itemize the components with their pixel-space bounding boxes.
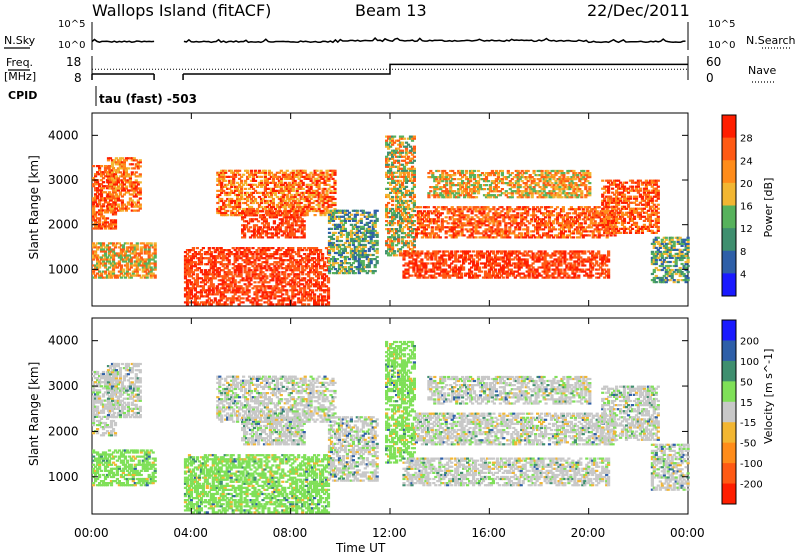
colorbar-tick: 28 xyxy=(740,134,753,145)
power-colorbar: 28 24 20 16 12 8 4 xyxy=(722,115,753,297)
colorbar-swatch xyxy=(722,443,736,464)
x-tick-label: 08:00 xyxy=(273,526,308,540)
y-tick-label: 1000 xyxy=(48,470,79,484)
nsearch-label: N.Search xyxy=(746,34,796,47)
noise-panel: 10^5 10^0 10^5 10^0 N.Sky N.Search xyxy=(4,19,796,51)
colorbar-tick: 200 xyxy=(740,336,759,347)
colorbar-swatch xyxy=(722,273,736,296)
freq-tick-top: 18 xyxy=(66,55,81,69)
y-axis-label: Slant Range [km] xyxy=(27,155,41,259)
colorbar-tick: -15 xyxy=(740,418,756,429)
x-tick-label: 00:00 xyxy=(74,526,109,540)
colorbar-tick: 100 xyxy=(740,357,759,368)
colorbar-label: Velocity [m s^-1] xyxy=(762,349,775,444)
x-tick-label: 00:00 xyxy=(670,526,705,540)
nsearch-tick-top: 10^5 xyxy=(708,19,735,30)
nsky-label: N.Sky xyxy=(4,34,36,47)
cpid-value: tau (fast) -503 xyxy=(99,92,197,106)
colorbar-swatch xyxy=(722,320,736,341)
x-tick-label: 04:00 xyxy=(173,526,208,540)
x-tick-label: 12:00 xyxy=(372,526,407,540)
colorbar-tick: 12 xyxy=(740,224,753,235)
power-panel: 4000 3000 2000 1000 Slant Range [km] 28 24 20 16… xyxy=(27,113,775,306)
nsky-tick-top: 10^5 xyxy=(58,19,85,30)
y-tick-label: 4000 xyxy=(48,128,79,142)
x-tick-label: 20:00 xyxy=(571,526,606,540)
cpid-panel: CPID tau (fast) -503 xyxy=(8,86,197,106)
velocity-panel: 4000 3000 2000 1000 Slant Range [km] 200 100 50… xyxy=(27,318,775,514)
colorbar-tick: 24 xyxy=(740,156,753,167)
x-axis-label: Time UT xyxy=(335,541,386,554)
colorbar-tick: 8 xyxy=(740,247,746,258)
colorbar-tick: -50 xyxy=(740,439,756,450)
colorbar-swatch xyxy=(722,463,736,484)
y-tick-label: 3000 xyxy=(48,379,79,393)
colorbar-swatch xyxy=(722,402,736,423)
colorbar-swatch xyxy=(722,138,736,161)
colorbar-swatch xyxy=(722,422,736,443)
y-axis-label: Slant Range [km] xyxy=(27,362,41,466)
nsearch-tick-bottom: 10^0 xyxy=(708,40,735,51)
colorbar-swatch xyxy=(722,381,736,402)
colorbar-label: Power [dB] xyxy=(762,178,775,238)
y-tick-label: 2000 xyxy=(48,424,79,438)
colorbar-tick: 20 xyxy=(740,179,753,190)
colorbar-swatch xyxy=(722,228,736,251)
nave-tick-bottom: 0 xyxy=(706,71,714,85)
colorbar-tick: -100 xyxy=(740,459,763,470)
date-title: 22/Dec/2011 xyxy=(587,1,690,20)
colorbar-tick: 15 xyxy=(740,398,753,409)
cpid-label: CPID xyxy=(8,89,37,102)
colorbar-swatch xyxy=(722,206,736,229)
colorbar-tick: 4 xyxy=(740,269,746,280)
y-tick-label: 4000 xyxy=(48,334,79,348)
colorbar-swatch xyxy=(722,183,736,206)
colorbar-swatch xyxy=(722,160,736,183)
y-tick-label: 1000 xyxy=(48,262,79,276)
nave-label: Nave xyxy=(748,64,776,77)
y-tick-label: 2000 xyxy=(48,218,79,232)
nsky-tick-bottom: 10^0 xyxy=(58,40,85,51)
colorbar-swatch xyxy=(722,340,736,361)
nsky-series-line xyxy=(92,38,686,42)
freq-label: Freq. xyxy=(6,56,33,69)
colorbar-swatch xyxy=(722,484,736,505)
colorbar-tick: 16 xyxy=(740,202,753,213)
freq-unit-label: [MHz] xyxy=(4,70,36,83)
colorbar-tick: 50 xyxy=(740,377,753,388)
colorbar-swatch xyxy=(722,115,736,138)
x-tick-label: 16:00 xyxy=(471,526,506,540)
y-tick-label: 3000 xyxy=(48,173,79,187)
nave-tick-top: 60 xyxy=(706,55,721,69)
station-title: Wallops Island (fitACF) xyxy=(92,1,271,20)
colorbar-swatch xyxy=(722,251,736,274)
velocity-colorbar: 200 100 50 15 -15 -50 -100 -200 xyxy=(722,320,763,505)
freq-series-line xyxy=(92,64,688,80)
colorbar-tick: -200 xyxy=(740,480,763,491)
beam-title: Beam 13 xyxy=(355,1,427,20)
freq-tick-bottom: 8 xyxy=(74,71,82,85)
colorbar-swatch xyxy=(722,361,736,382)
freq-panel: 18 8 60 0 Freq. [MHz] Nave xyxy=(4,55,776,85)
